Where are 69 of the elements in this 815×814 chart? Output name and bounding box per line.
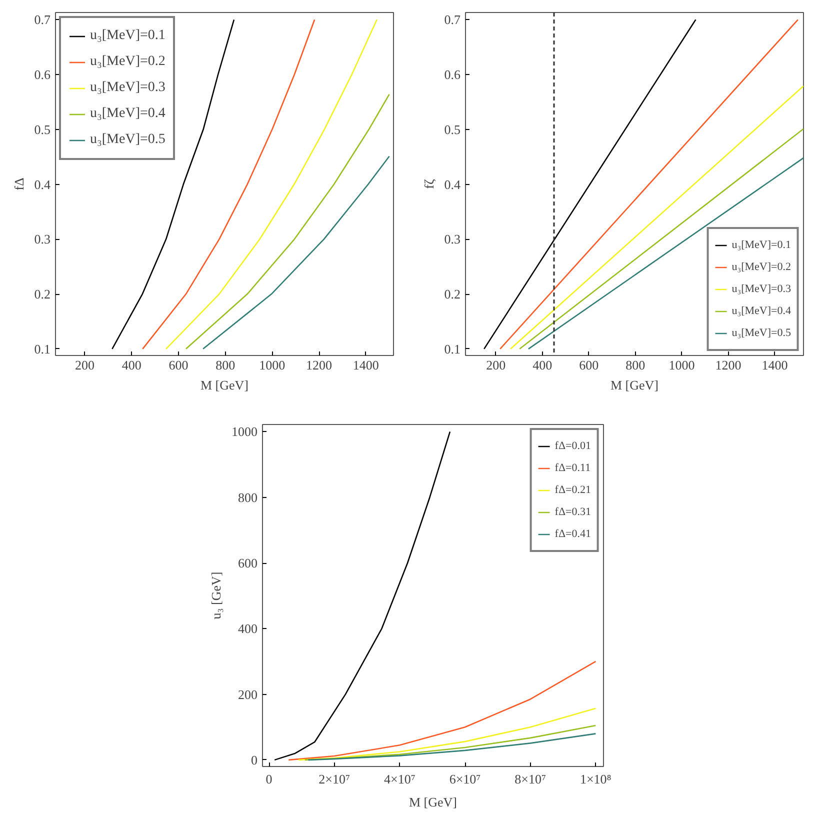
y-tick-label: 0.7 xyxy=(34,12,51,28)
x-axis-title: M [GeV] xyxy=(610,378,659,392)
x-tick-label: 200 xyxy=(486,358,506,372)
legend-label: fΔ=0.21 xyxy=(554,484,591,496)
legend-label: u₃[MeV]=0.3 xyxy=(732,283,791,295)
x-tick-label: 8×10⁷ xyxy=(514,772,546,786)
y-tick-label: 0.3 xyxy=(444,232,460,247)
y-tick-label: 400 xyxy=(238,621,258,636)
x-tick-label: 200 xyxy=(75,358,95,372)
y-tick-label: 0.1 xyxy=(34,341,50,356)
y-tick-label: 0.5 xyxy=(34,122,50,137)
y-tick-label: 0.4 xyxy=(34,176,51,192)
legend-label: u₃[MeV]=0.1 xyxy=(90,28,166,44)
line-series xyxy=(298,708,596,761)
y-tick-label: 0.6 xyxy=(34,67,51,82)
x-tick-label: 800 xyxy=(216,358,236,372)
legend-label: u₃[MeV]=0.2 xyxy=(90,54,166,70)
x-axis-title: M [GeV] xyxy=(200,378,249,392)
x-tick-label: 1000 xyxy=(259,358,286,372)
x-tick-label: 400 xyxy=(532,358,552,372)
y-tick-label: 0.5 xyxy=(444,122,460,137)
x-tick-label: 600 xyxy=(579,358,599,372)
x-tick-label: 400 xyxy=(122,358,142,372)
line-series xyxy=(288,660,596,761)
line-series xyxy=(304,724,596,761)
x-tick-label: 2×10⁷ xyxy=(318,772,350,786)
x-tick-label: 1200 xyxy=(306,358,332,372)
x-tick-label: 1400 xyxy=(352,358,379,372)
line-series xyxy=(202,156,390,350)
y-axis-title: u₃ [GeV] xyxy=(208,572,224,620)
y-tick-label: 800 xyxy=(238,490,258,505)
legend-label: fΔ=0.01 xyxy=(554,440,591,452)
y-axis-title: fΔ xyxy=(11,178,26,190)
x-tick-label: 600 xyxy=(168,358,188,372)
legend-label: fΔ=0.31 xyxy=(554,506,591,518)
legend-label: u₃[MeV]=0.2 xyxy=(732,261,791,273)
legend-label: u₃[MeV]=0.4 xyxy=(732,305,791,317)
x-tick-label: 1×10⁸ xyxy=(580,772,612,786)
x-tick-label: 6×10⁷ xyxy=(449,772,481,786)
legend-label: u₃[MeV]=0.5 xyxy=(732,327,791,339)
x-tick-label: 800 xyxy=(626,358,646,372)
x-tick-label: 0 xyxy=(266,772,272,786)
y-tick-label: 0.7 xyxy=(444,12,461,28)
legend-label: u₃[MeV]=0.1 xyxy=(732,239,791,251)
y-tick-label: 0.3 xyxy=(34,232,50,247)
y-tick-label: 0.6 xyxy=(444,67,461,82)
y-tick-label: 200 xyxy=(238,686,258,702)
y-tick-label: 0.2 xyxy=(34,286,50,302)
y-tick-label: 0.4 xyxy=(444,176,461,192)
x-tick-label: 1400 xyxy=(762,358,788,372)
legend-label: u₃[MeV]=0.4 xyxy=(90,106,166,122)
y-tick-label: 0 xyxy=(251,752,258,768)
y-tick-label: 1000 xyxy=(232,424,258,440)
line-series xyxy=(165,18,378,350)
legend-label: u₃[MeV]=0.3 xyxy=(90,80,166,96)
line-series xyxy=(274,431,451,761)
line-series xyxy=(185,94,390,350)
legend-label: fΔ=0.11 xyxy=(554,462,591,474)
x-tick-label: 4×10⁷ xyxy=(384,772,416,786)
y-axis-title: fζ xyxy=(421,178,436,189)
legend-label: fΔ=0.41 xyxy=(554,528,591,540)
x-tick-label: 1000 xyxy=(668,358,695,372)
x-tick-label: 1200 xyxy=(715,358,742,372)
line-series xyxy=(308,733,596,761)
y-tick-label: 0.1 xyxy=(444,341,460,356)
legend-label: u₃[MeV]=0.5 xyxy=(90,132,166,148)
y-tick-label: 0.2 xyxy=(444,286,460,302)
y-tick-label: 600 xyxy=(238,556,258,571)
x-axis-title: M [GeV] xyxy=(408,794,458,810)
